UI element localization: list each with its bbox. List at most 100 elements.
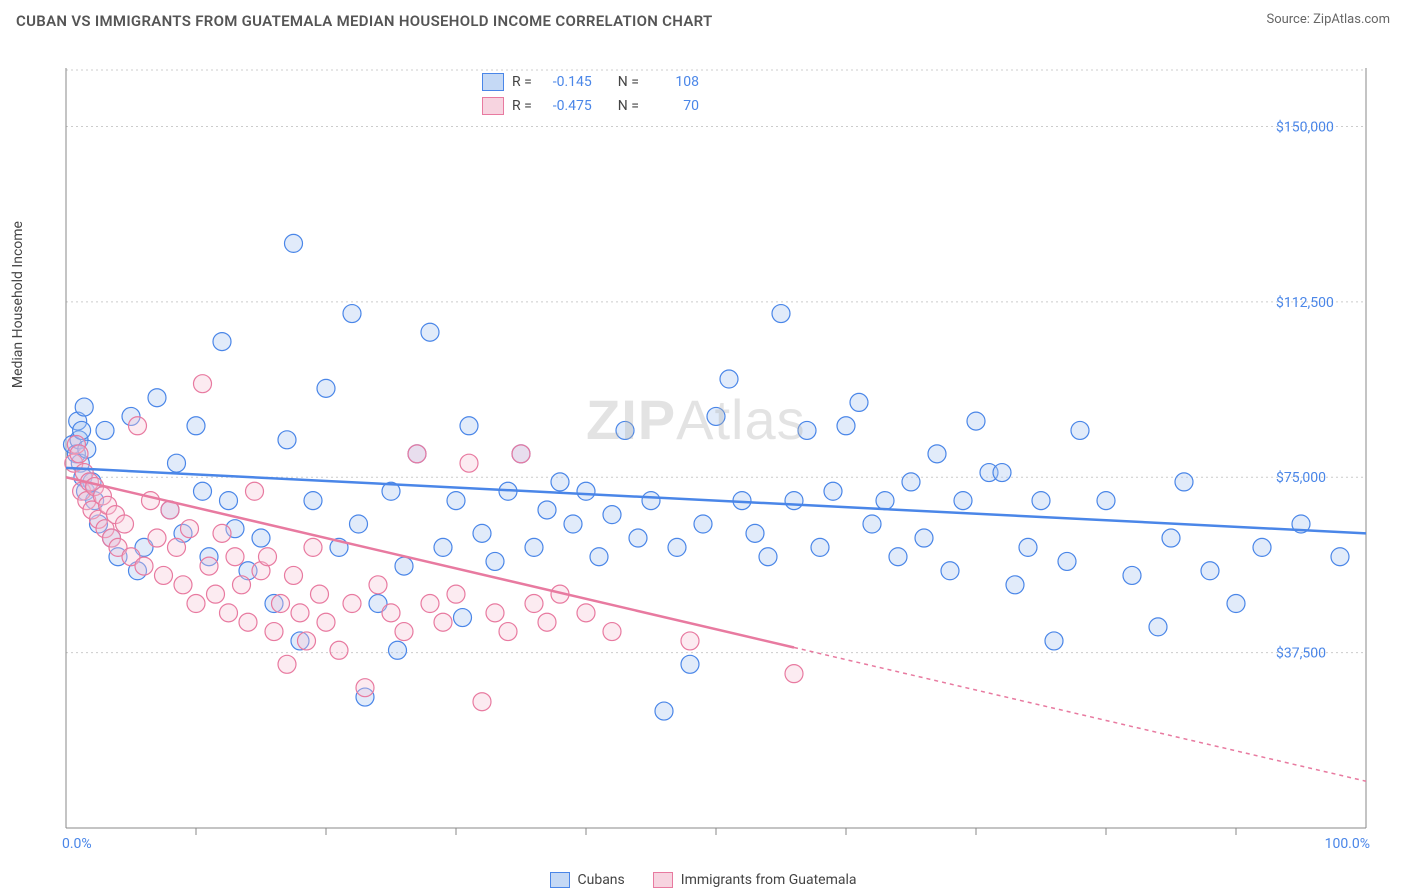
scatter-point: [1201, 562, 1219, 580]
scatter-point: [902, 473, 920, 491]
scatter-point: [155, 566, 173, 584]
scatter-point: [356, 679, 374, 697]
scatter-point: [220, 492, 238, 510]
scatter-point: [213, 524, 231, 542]
stats-n-value: 70: [647, 98, 699, 114]
scatter-point: [889, 548, 907, 566]
stats-r-label: R =: [512, 98, 532, 114]
y-tick-label: $37,500: [1276, 645, 1326, 662]
scatter-point: [577, 482, 595, 500]
source-label: Source:: [1266, 12, 1313, 27]
scatter-point: [772, 305, 790, 323]
scatter-point: [187, 595, 205, 613]
scatter-point: [642, 492, 660, 510]
chart-container: Median Household Income $37,500$75,000$1…: [16, 48, 1390, 862]
scatter-point: [603, 623, 621, 641]
scatter-point: [343, 595, 361, 613]
scatter-point: [993, 464, 1011, 482]
scatter-point: [499, 623, 517, 641]
scatter-point: [447, 492, 465, 510]
legend-label: Immigrants from Guatemala: [681, 872, 857, 888]
scatter-point: [668, 538, 686, 556]
stats-r-label: R =: [512, 74, 532, 90]
scatter-point: [434, 538, 452, 556]
scatter-point: [1019, 538, 1037, 556]
scatter-point: [486, 552, 504, 570]
scatter-point: [116, 515, 134, 533]
scatter-point: [285, 566, 303, 584]
trend-line: [66, 477, 794, 647]
scatter-point: [70, 445, 88, 463]
scatter-point: [538, 613, 556, 631]
scatter-point: [720, 370, 738, 388]
scatter-point: [941, 562, 959, 580]
scatter-point: [291, 604, 309, 622]
scatter-point: [278, 431, 296, 449]
scatter-point: [590, 548, 608, 566]
scatter-point: [213, 333, 231, 351]
scatter-point: [486, 604, 504, 622]
scatter-point: [187, 417, 205, 435]
scatter-point: [1331, 548, 1349, 566]
stats-r-value: -0.145: [540, 74, 592, 90]
scatter-point: [1045, 632, 1063, 650]
scatter-point: [343, 305, 361, 323]
scatter-point: [421, 323, 439, 341]
scatter-point: [798, 421, 816, 439]
scatter-point: [460, 454, 478, 472]
scatter-point: [1162, 529, 1180, 547]
y-tick-label: $112,500: [1276, 294, 1334, 311]
scatter-point: [252, 529, 270, 547]
scatter-point: [551, 473, 569, 491]
scatter-point: [148, 529, 166, 547]
scatter-point: [1227, 595, 1245, 613]
legend-item: Cubans: [550, 872, 625, 888]
scatter-point: [811, 538, 829, 556]
scatter-point: [837, 417, 855, 435]
source-attribution: Source: ZipAtlas.com: [1266, 12, 1390, 27]
scatter-point: [460, 417, 478, 435]
scatter-point: [194, 375, 212, 393]
scatter-point: [265, 623, 283, 641]
scatter-point: [928, 445, 946, 463]
scatter-point: [1149, 618, 1167, 636]
scatter-point: [824, 482, 842, 500]
scatter-point: [148, 389, 166, 407]
scatter-point: [220, 604, 238, 622]
stats-n-value: 108: [647, 74, 699, 90]
scatter-point: [473, 524, 491, 542]
scatter-point: [1097, 492, 1115, 510]
chart-title: CUBAN VS IMMIGRANTS FROM GUATEMALA MEDIA…: [16, 12, 713, 30]
scatter-point: [1123, 566, 1141, 584]
scatter-point: [181, 520, 199, 538]
scatter-point: [317, 613, 335, 631]
scatter-point: [525, 595, 543, 613]
scatter-point: [135, 557, 153, 575]
scatter-point: [447, 585, 465, 603]
scatter-point: [785, 665, 803, 683]
scatter-point: [1175, 473, 1193, 491]
scatter-point: [473, 693, 491, 711]
scatter-point: [525, 538, 543, 556]
scatter-point: [389, 641, 407, 659]
scatter-point: [564, 515, 582, 533]
scatter-point: [954, 492, 972, 510]
scatter-point: [538, 501, 556, 519]
scatter-point: [1006, 576, 1024, 594]
scatter-point: [226, 548, 244, 566]
scatter-point: [1253, 538, 1271, 556]
scatter-point: [681, 632, 699, 650]
scatter-point: [304, 538, 322, 556]
legend-bottom: Cubans Immigrants from Guatemala: [0, 872, 1406, 888]
scatter-point: [350, 515, 368, 533]
legend-item: Immigrants from Guatemala: [653, 872, 857, 888]
scatter-point: [603, 506, 621, 524]
scatter-point: [746, 524, 764, 542]
scatter-point: [850, 393, 868, 411]
legend-label: Cubans: [578, 872, 625, 888]
x-end-label: 100.0%: [1325, 836, 1370, 848]
scatter-point: [1032, 492, 1050, 510]
correlation-stats-box: R =-0.145N =108R =-0.475N =70: [482, 70, 699, 118]
trend-line-extrapolated: [794, 647, 1366, 781]
scatter-point: [168, 538, 186, 556]
